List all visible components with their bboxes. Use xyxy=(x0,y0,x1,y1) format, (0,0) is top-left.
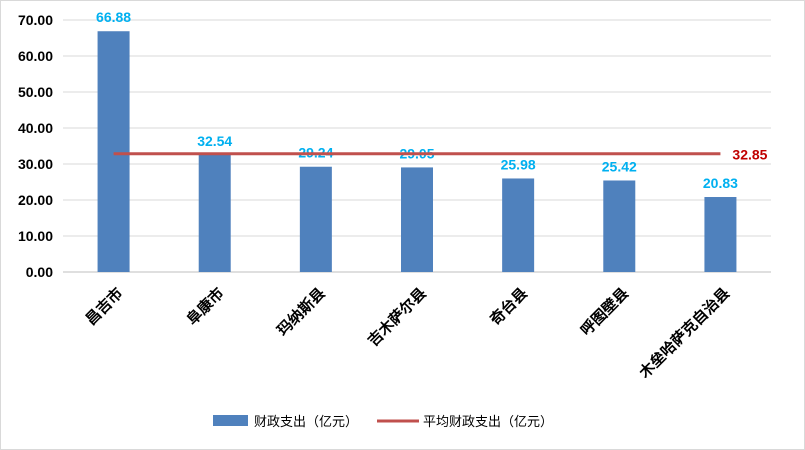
bar-value-label: 25.42 xyxy=(602,158,637,174)
bar-value-label: 25.98 xyxy=(501,156,536,172)
legend-swatch-bars xyxy=(213,415,248,426)
x-category-label: 奇台县 xyxy=(486,284,531,329)
y-tick-label: 30.00 xyxy=(18,156,53,172)
bar xyxy=(704,197,737,272)
y-tick-label: 40.00 xyxy=(18,120,53,136)
bar xyxy=(502,178,535,272)
y-tick-label: 60.00 xyxy=(18,48,53,64)
x-category-label: 阜康市 xyxy=(183,284,228,329)
x-category-label: 昌吉市 xyxy=(82,284,127,329)
average-value-label: 32.85 xyxy=(732,147,767,163)
legend-label-average: 平均财政支出（亿元） xyxy=(423,415,553,430)
x-category-label: 玛纳斯县 xyxy=(274,284,329,339)
bar-value-label: 20.83 xyxy=(703,175,738,191)
y-tick-label: 20.00 xyxy=(18,192,53,208)
bar xyxy=(198,154,231,272)
bar-value-label: 32.54 xyxy=(197,133,232,149)
x-category-label: 呼图壁县 xyxy=(577,284,632,339)
y-tick-label: 0.00 xyxy=(26,264,53,280)
bar xyxy=(401,167,433,272)
bar-value-label: 66.88 xyxy=(96,9,131,25)
y-tick-label: 50.00 xyxy=(18,84,53,100)
y-tick-label: 70.00 xyxy=(18,12,53,28)
legend-label-bars: 财政支出（亿元） xyxy=(254,415,358,430)
bar xyxy=(603,180,636,272)
bar xyxy=(97,31,130,273)
x-category-label: 吉木萨尔县 xyxy=(364,284,430,350)
bar xyxy=(299,166,332,272)
x-category-label: 木垒哈萨克自治县 xyxy=(635,284,733,382)
y-tick-label: 10.00 xyxy=(18,228,53,244)
